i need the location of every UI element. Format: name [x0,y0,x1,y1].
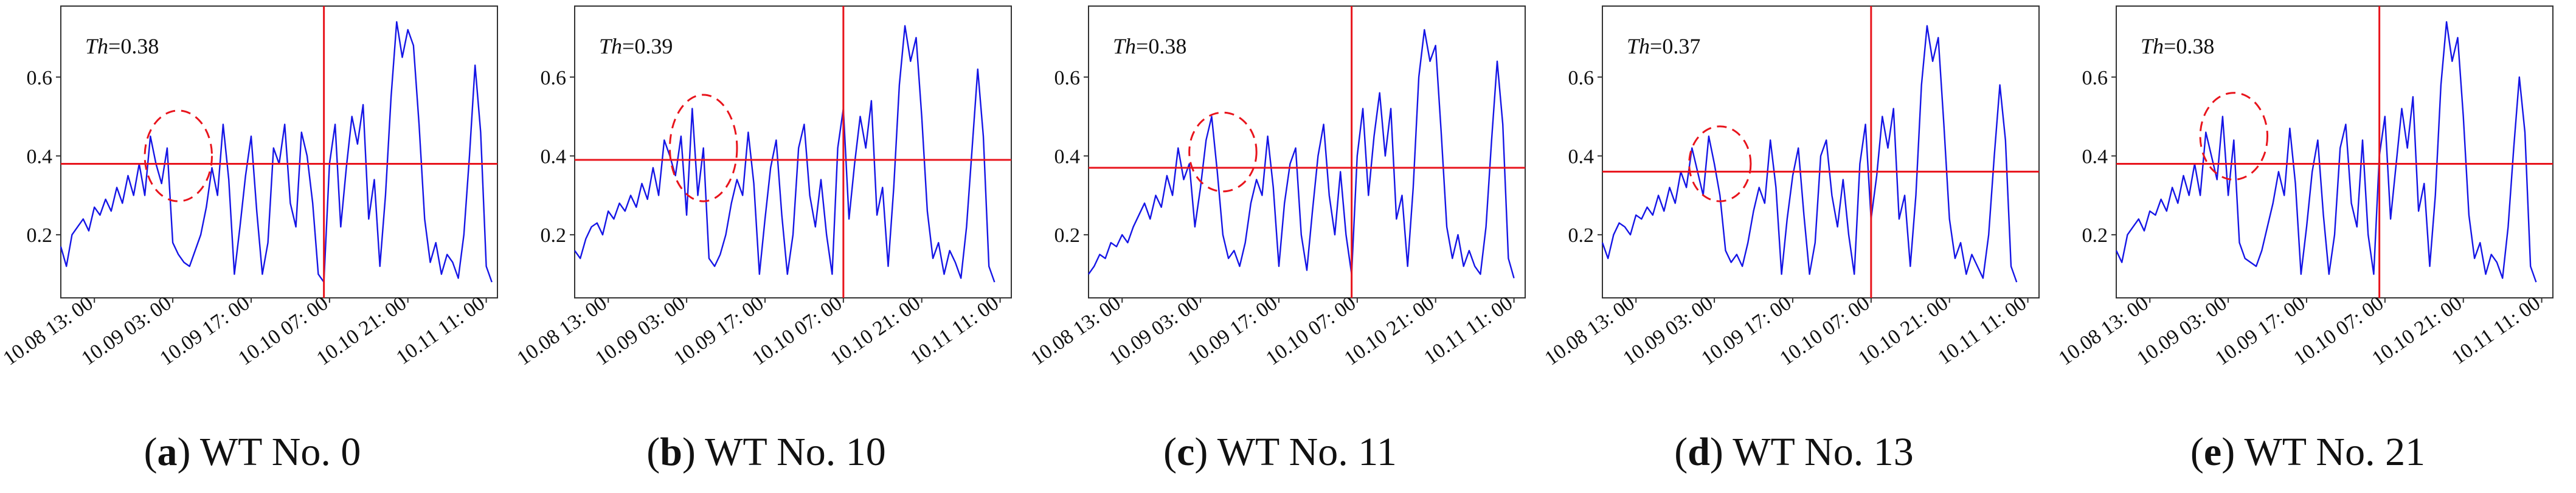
caption-letter: c [1177,430,1194,474]
x-tick-label: 10.11 11: 00 [392,292,489,369]
highlight-ellipse [1688,125,1752,202]
highlight-ellipse [668,94,738,202]
y-tick-label: 0.6 [2082,67,2108,89]
panel-caption: (d) WT No. 13 [1674,430,1914,474]
plot-frame [60,5,498,298]
y-tick-label: 0.4 [2082,145,2108,168]
y-tick-label: 0.4 [541,145,567,168]
signal-line [60,21,493,283]
threshold-name: Th [85,34,108,58]
y-tick-label: 0.2 [1568,224,1594,247]
caption-close-paren: ) [682,430,705,474]
highlight-ellipse [144,109,213,202]
caption-open-paren: ( [646,430,660,474]
signal-line [1088,29,1515,278]
plot-frame [1088,5,1526,298]
y-tick-label: 0.2 [2082,224,2108,247]
plot-frame [574,5,1012,298]
caption-close-paren: ) [178,430,200,474]
signal-line [574,25,995,283]
x-tick-label: 10.11 11: 00 [906,292,1003,369]
plot-frame [2116,5,2553,298]
caption-close-paren: ) [1194,430,1217,474]
threshold-name: Th [599,34,622,58]
signal-line [2115,21,2537,283]
caption-letter: d [1688,430,1710,474]
y-tick-label: 0.2 [1054,224,1081,247]
caption-title: WT No. 10 [705,430,886,474]
x-tick-label: 10.11 11: 00 [1420,292,1517,369]
signal-line [1601,25,2018,283]
panel-caption: (b) WT No. 10 [646,430,886,474]
panel-caption: (c) WT No. 11 [1163,430,1397,474]
threshold-annotation: Th=0.38 [2141,34,2214,58]
caption-title: WT No. 13 [1733,430,1914,474]
caption-title: WT No. 21 [2244,430,2425,474]
caption-letter: b [660,430,682,474]
threshold-value: =0.39 [622,34,673,58]
caption-open-paren: ( [2190,430,2204,474]
caption-title: WT No. 11 [1217,430,1397,474]
threshold-annotation: Th=0.37 [1627,34,1700,58]
panel-caption: (a) WT No. 0 [144,430,361,474]
y-tick-label: 0.6 [541,67,567,89]
caption-open-paren: ( [1674,430,1688,474]
caption-close-paren: ) [1710,430,1733,474]
panel-caption: (e) WT No. 21 [2190,430,2425,474]
x-tick-label: 10.11 11: 00 [1934,292,2031,369]
y-tick-label: 0.6 [27,67,53,89]
threshold-value: =0.38 [2164,34,2214,58]
caption-open-paren: ( [1163,430,1177,474]
threshold-annotation: Th=0.38 [1113,34,1186,58]
caption-open-paren: ( [144,430,158,474]
y-tick-label: 0.2 [541,224,567,247]
y-tick-label: 0.4 [27,145,53,168]
y-tick-label: 0.6 [1568,67,1594,89]
x-tick-label: 10.11 11: 00 [2448,292,2544,369]
caption-close-paren: ) [2221,430,2244,474]
caption-title: WT No. 0 [200,430,361,474]
plot-frame [1602,5,2040,298]
threshold-annotation: Th=0.39 [599,34,673,58]
y-tick-label: 0.6 [1054,67,1081,89]
threshold-name: Th [2141,34,2164,58]
highlight-ellipse [1188,111,1258,193]
threshold-value: =0.38 [108,34,159,58]
y-tick-label: 0.2 [27,224,53,247]
y-tick-label: 0.4 [1054,145,1081,168]
highlight-ellipse [2199,92,2269,181]
threshold-name: Th [1627,34,1650,58]
caption-letter: e [2204,430,2221,474]
y-tick-label: 0.4 [1568,145,1594,168]
threshold-value: =0.37 [1650,34,1700,58]
threshold-name: Th [1113,34,1136,58]
threshold-annotation: Th=0.38 [85,34,159,58]
threshold-value: =0.38 [1136,34,1186,58]
caption-letter: a [158,430,178,474]
